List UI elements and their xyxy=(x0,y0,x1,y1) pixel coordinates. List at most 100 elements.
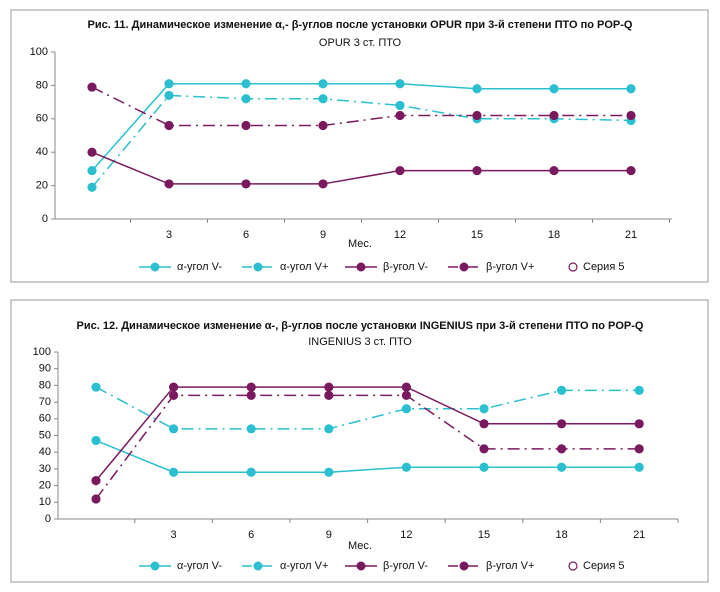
x-tick-label: 3 xyxy=(171,529,177,541)
legend-marker xyxy=(568,262,578,272)
y-tick-label: 100 xyxy=(33,346,51,358)
series-line xyxy=(95,386,640,482)
chart-title: Рис. 12. Динамическое изменение α-, β-уг… xyxy=(77,320,644,332)
data-point xyxy=(401,404,411,414)
data-point xyxy=(395,165,405,176)
data-point xyxy=(395,100,405,111)
data-point xyxy=(87,147,97,157)
data-point xyxy=(634,444,644,454)
x-axis-label: Мес. xyxy=(348,540,372,552)
data-point xyxy=(241,179,251,189)
data-point xyxy=(626,84,636,94)
y-tick-label: 60 xyxy=(36,113,48,125)
data-point xyxy=(324,467,334,477)
x-tick-label: 15 xyxy=(471,229,483,241)
data-point xyxy=(318,79,328,89)
legend-marker xyxy=(459,262,469,272)
data-point xyxy=(246,382,256,392)
data-point xyxy=(318,179,328,189)
legend-label: β-угол V- xyxy=(383,560,428,572)
legend-label: β-угол V+ xyxy=(486,261,534,273)
data-point xyxy=(634,385,644,396)
legend-label: β-угол V- xyxy=(383,261,428,273)
x-tick-label: 6 xyxy=(243,229,249,241)
data-point xyxy=(479,419,489,429)
legend-marker xyxy=(253,561,263,571)
legend-label: β-угол V+ xyxy=(486,560,534,572)
data-point xyxy=(556,385,567,396)
data-point xyxy=(164,79,174,89)
data-point xyxy=(472,165,482,176)
x-tick-label: 18 xyxy=(555,529,567,541)
data-point xyxy=(556,462,567,472)
y-tick-label: 90 xyxy=(39,363,51,375)
data-point xyxy=(87,165,97,176)
data-point xyxy=(164,120,174,131)
data-point xyxy=(318,94,328,104)
y-tick-label: 20 xyxy=(39,480,51,492)
data-point xyxy=(395,79,405,89)
y-tick-label: 70 xyxy=(39,396,51,408)
data-point xyxy=(169,467,179,477)
y-tick-label: 80 xyxy=(39,379,51,391)
series-line xyxy=(95,394,640,500)
data-point xyxy=(626,110,636,121)
series-line xyxy=(91,86,631,127)
data-point xyxy=(634,462,644,472)
data-point xyxy=(556,419,567,429)
data-point xyxy=(91,494,101,504)
chart-subtitle: OPUR 3 ст. ПТО xyxy=(319,37,402,49)
x-tick-label: 18 xyxy=(548,229,560,241)
data-point xyxy=(549,84,559,94)
data-point xyxy=(246,467,256,477)
data-point xyxy=(241,120,251,131)
data-point xyxy=(395,110,405,121)
legend-marker xyxy=(356,262,366,272)
legend-marker xyxy=(568,561,578,571)
y-tick-label: 0 xyxy=(45,513,51,525)
y-tick-label: 50 xyxy=(39,429,51,441)
legend-label: Серия 5 xyxy=(583,261,624,273)
data-point xyxy=(324,390,334,401)
y-tick-label: 30 xyxy=(39,463,51,475)
legend-label: α-угол V- xyxy=(177,560,222,572)
series-line xyxy=(95,439,640,473)
data-point xyxy=(556,444,567,454)
data-point xyxy=(241,94,251,104)
x-tick-label: 12 xyxy=(394,229,406,241)
x-tick-label: 9 xyxy=(320,229,326,241)
data-point xyxy=(626,165,636,176)
data-point xyxy=(246,390,256,401)
data-point xyxy=(549,165,559,176)
series-line xyxy=(91,151,631,185)
legend-label: α-угол V+ xyxy=(280,560,328,572)
legend-marker xyxy=(150,561,160,571)
legend-label: Серия 5 xyxy=(583,560,624,572)
legend-label: α-угол V- xyxy=(177,261,222,273)
data-point xyxy=(472,110,482,121)
data-point xyxy=(401,382,411,392)
y-tick-label: 40 xyxy=(36,146,48,158)
data-point xyxy=(634,419,644,429)
data-point xyxy=(91,475,101,486)
legend-marker xyxy=(356,561,366,571)
x-tick-label: 3 xyxy=(166,229,172,241)
y-tick-label: 20 xyxy=(36,180,48,192)
data-point xyxy=(164,179,174,189)
x-tick-label: 15 xyxy=(478,529,490,541)
legend-marker xyxy=(459,561,469,571)
chart-title: Рис. 11. Динамическое изменение α,- β-уг… xyxy=(88,19,633,31)
data-point xyxy=(401,390,411,401)
x-tick-label: 6 xyxy=(248,529,254,541)
chart-subtitle: INGENIUS 3 ст. ПТО xyxy=(308,336,412,348)
y-tick-label: 0 xyxy=(42,213,48,225)
series-line xyxy=(91,82,631,172)
data-point xyxy=(401,462,411,472)
legend-label: α-угол V+ xyxy=(280,261,328,273)
data-point xyxy=(246,424,256,434)
data-point xyxy=(324,424,334,434)
panel xyxy=(10,299,709,583)
data-point xyxy=(318,120,328,131)
y-tick-label: 60 xyxy=(39,413,51,425)
x-tick-label: 12 xyxy=(400,529,412,541)
